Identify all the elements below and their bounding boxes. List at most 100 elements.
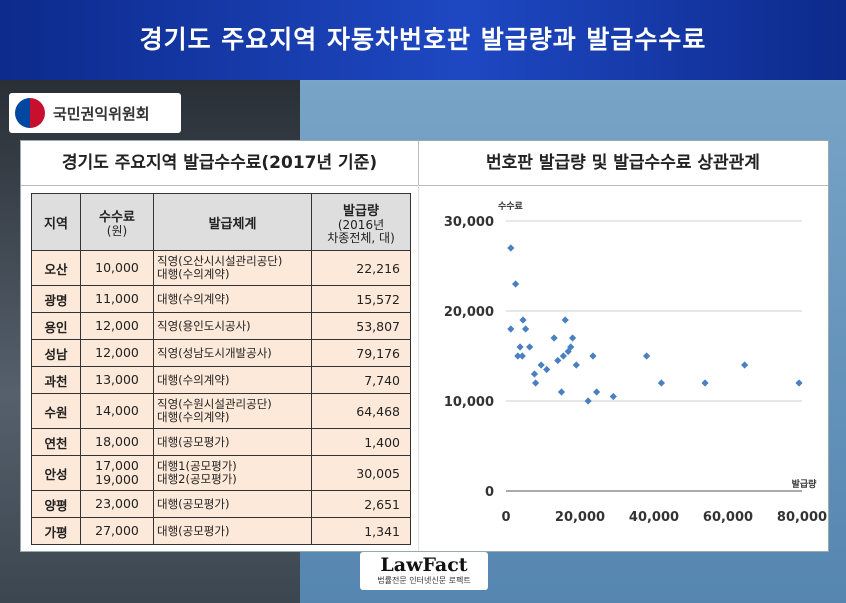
cell-fee: 12,000 [80,339,154,367]
logo: 국민권익위원회 [9,93,181,133]
cell-fee: 23,000 [80,490,154,518]
scatter-point [795,379,803,387]
table-row: 가평 27,000 대행(공모평가) 1,341 [31,517,411,545]
cell-fee: 10,000 [80,250,154,286]
cell-region: 성남 [31,339,81,367]
scatter-point [543,365,551,374]
cell-region: 과천 [31,366,81,394]
right-title: 번호판 발급량 및 발급수수료 상관관계 [418,141,828,186]
y-axis-label: 수수료 [498,201,524,212]
table-row: 오산 10,000 직영(오산시시설관리공단) 대행(수의계약) 22,216 [31,250,411,286]
cell-volume: 15,572 [311,285,411,313]
lawfact-sub: 법률전문 인터넷신문 로펙트 [377,576,471,585]
scatter-point [559,352,567,360]
scatter-point [643,352,651,360]
table-header-row: 지역 수수료 (원) 발급체계 발급량 (2016년 차종전체, 대) [31,193,411,251]
logo-text: 국민권익위원회 [53,104,150,123]
scatter-point [526,343,534,351]
scatter-point [518,352,526,360]
scatter-point [741,361,749,369]
scatter-point [554,356,562,365]
left-title: 경기도 주요지역 발급수수료(2017년 기준) [21,141,419,186]
cell-region: 연천 [31,428,81,456]
table-row: 광명 11,000 대행(수의계약) 15,572 [31,285,411,313]
cell-region: 용인 [31,312,81,340]
cell-region: 광명 [31,285,81,313]
scatter-point [657,379,665,387]
scatter-point [701,379,709,387]
table-row: 양평 23,000 대행(공모평가) 2,651 [31,490,411,518]
cell-system: 대행(공모평가) [153,428,312,456]
scatter-point [514,352,522,360]
taegeuk-icon [15,98,45,128]
x-tick-label: 20,000 [555,510,605,525]
y-tick-label: 20,000 [444,305,494,320]
scatter-point [567,343,575,351]
x-tick-label: 40,000 [629,510,679,525]
scatter-svg: 0 10,000 20,000 30,000 0 20,000 40,000 60,000 80… [444,201,827,525]
scatter-point [564,347,572,356]
cell-system: 직영(용인도시공사) [153,312,312,340]
scatter-point [519,316,527,324]
x-axis-label: 발급량 [792,478,818,490]
cell-system: 직영(수원시설관리공단) 대행(수의계약) [153,393,312,429]
scatter-point [609,392,617,401]
cell-system: 대행1(공모평가) 대행2(공모평가) [153,455,312,491]
cell-fee: 11,000 [80,285,154,313]
cell-volume: 79,176 [311,339,411,367]
lawfact-logo: LawFact 법률전문 인터넷신문 로펙트 [360,552,488,590]
header-system: 발급체계 [153,193,312,251]
y-tick-label: 30,000 [444,215,494,230]
cell-region: 오산 [31,250,81,286]
scatter-point [516,343,524,351]
table-row: 용인 12,000 직영(용인도시공사) 53,807 [31,312,411,340]
scatter-point [593,388,601,396]
x-tick-label: 0 [501,510,510,525]
y-tick-label: 0 [485,485,494,500]
cell-fee: 13,000 [80,366,154,394]
cell-volume: 30,005 [311,455,411,491]
y-tick-label: 10,000 [444,395,494,410]
cell-region: 가평 [31,517,81,545]
table-row: 과천 13,000 대행(수의계약) 7,740 [31,366,411,394]
cell-fee: 12,000 [80,312,154,340]
table-row: 수원 14,000 직영(수원시설관리공단) 대행(수의계약) 64,468 [31,393,411,429]
fee-table: 지역 수수료 (원) 발급체계 발급량 (2016년 차종전체, 대) 오산 10… [31,193,411,545]
header-region: 지역 [31,193,81,251]
cell-region: 양평 [31,490,81,518]
lawfact-main: LawFact [380,554,468,576]
x-tick-label: 80,000 [777,510,827,525]
scatter-point [537,361,545,369]
content-panel: 경기도 주요지역 발급수수료(2017년 기준) 번호판 발급량 및 발급수수료… [20,140,829,552]
cell-region: 수원 [31,393,81,429]
scatter-chart: 0 10,000 20,000 30,000 0 20,000 40,000 60,000 80… [418,185,828,551]
scatter-point [569,334,577,342]
scatter-point [589,352,597,360]
cell-fee: 17,000 19,000 [80,455,154,491]
table-row: 성남 12,000 직영(성남도시개발공사) 79,176 [31,339,411,367]
scatter-point [512,280,520,288]
cell-volume: 1,341 [311,517,411,545]
cell-system: 직영(오산시시설관리공단) 대행(수의계약) [153,250,312,286]
header-volume: 발급량 (2016년 차종전체, 대) [311,193,411,251]
cell-fee: 27,000 [80,517,154,545]
cell-system: 대행(수의계약) [153,285,312,313]
scatter-point [550,334,558,342]
scatter-point [530,370,539,378]
scatter-point [561,316,569,324]
cell-fee: 18,000 [80,428,154,456]
cell-volume: 2,651 [311,490,411,518]
cell-system: 대행(수의계약) [153,366,312,394]
cell-system: 대행(공모평가) [153,490,312,518]
cell-volume: 64,468 [311,393,411,429]
scatter-point [532,379,540,387]
scatter-point [507,325,515,333]
header-title: 경기도 주요지역 자동차번호판 발급량과 발급수수료 [0,0,846,80]
scatter-point [557,388,566,396]
table-row: 연천 18,000 대행(공모평가) 1,400 [31,428,411,456]
table-body: 오산 10,000 직영(오산시시설관리공단) 대행(수의계약) 22,216 광명 11,… [31,250,411,545]
cell-system: 직영(성남도시개발공사) [153,339,312,367]
cell-volume: 7,740 [311,366,411,394]
scatter-point [572,361,580,369]
scatter-point [584,397,592,405]
